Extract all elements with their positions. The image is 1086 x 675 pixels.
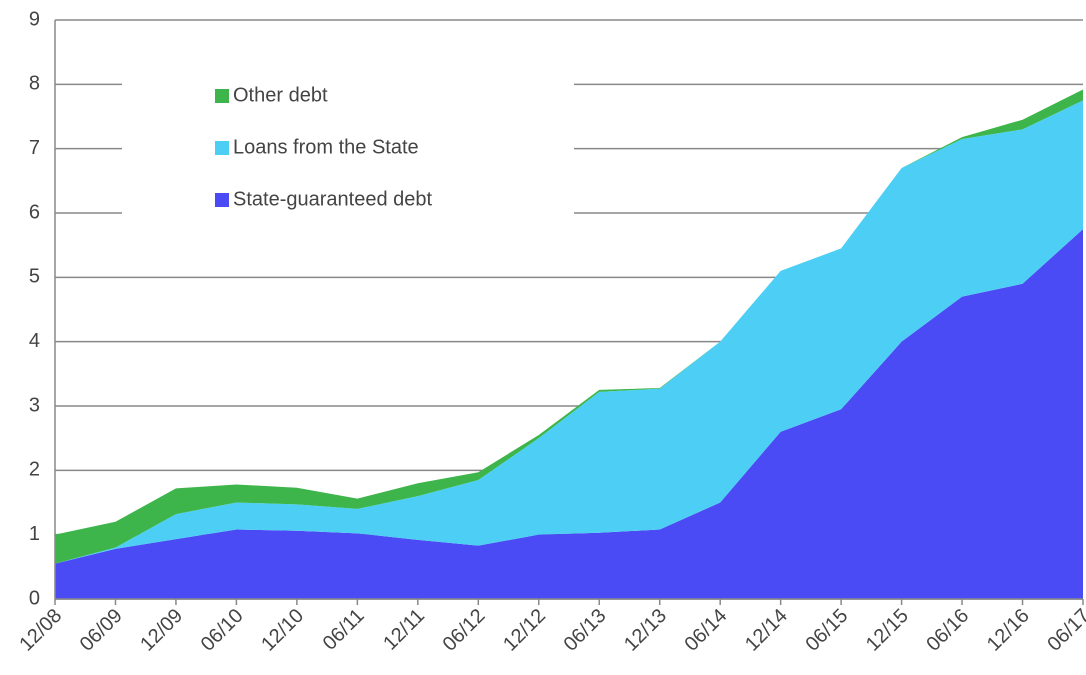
y-tick-label: 6 (29, 201, 40, 223)
x-tick-label: 12/09 (136, 605, 187, 656)
x-tick-label: 12/16 (983, 605, 1034, 656)
x-tick-label: 06/17 (1043, 605, 1086, 656)
y-tick-label: 3 (29, 394, 40, 416)
y-tick-label: 1 (29, 523, 40, 545)
legend-swatch (215, 193, 229, 207)
x-tick-label: 12/11 (379, 605, 429, 655)
y-tick-label: 7 (29, 137, 40, 159)
x-tick-label: 12/08 (15, 605, 66, 656)
x-tick-label: 12/12 (499, 605, 550, 656)
y-tick-label: 4 (29, 330, 40, 352)
area (55, 89, 1083, 564)
legend-swatch (215, 89, 229, 103)
y-tick-label: 2 (29, 459, 40, 481)
x-tick-label: 06/09 (76, 605, 127, 656)
y-tick-label: 8 (29, 73, 40, 95)
y-tick-label: 5 (29, 266, 40, 288)
legend-label: State-guaranteed debt (233, 188, 432, 210)
x-tick-label: 06/12 (439, 605, 490, 656)
y-tick-label: 0 (29, 587, 40, 609)
x-tick-label: 12/10 (257, 605, 308, 656)
x-tick-label: 06/16 (922, 605, 973, 656)
y-tick-label: 9 (29, 8, 40, 30)
x-tick-label: 06/15 (801, 605, 852, 656)
x-tick-label: 06/13 (560, 605, 611, 656)
x-tick-label: 06/11 (319, 605, 369, 655)
legend-label: Other debt (233, 84, 328, 106)
legend-swatch (215, 141, 229, 155)
x-tick-label: 06/10 (197, 605, 248, 656)
x-tick-label: 12/13 (620, 605, 671, 656)
x-tick-label: 06/14 (680, 605, 731, 656)
area (55, 229, 1083, 600)
x-tick-label: 12/15 (862, 605, 913, 656)
legend-box (122, 66, 574, 230)
area (55, 100, 1083, 564)
x-tick-label: 12/14 (741, 605, 792, 656)
legend-label: Loans from the State (233, 136, 419, 158)
